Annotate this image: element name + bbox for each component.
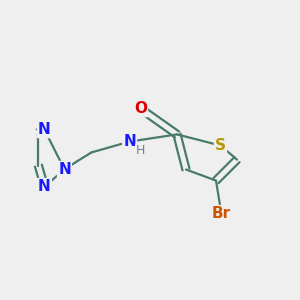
Text: Br: Br (212, 206, 231, 221)
Text: H: H (136, 144, 145, 157)
Text: N: N (58, 162, 71, 177)
Text: O: O (134, 101, 147, 116)
Text: N: N (38, 179, 51, 194)
Text: N: N (38, 122, 51, 137)
Text: N: N (123, 134, 136, 149)
Text: S: S (215, 138, 226, 153)
